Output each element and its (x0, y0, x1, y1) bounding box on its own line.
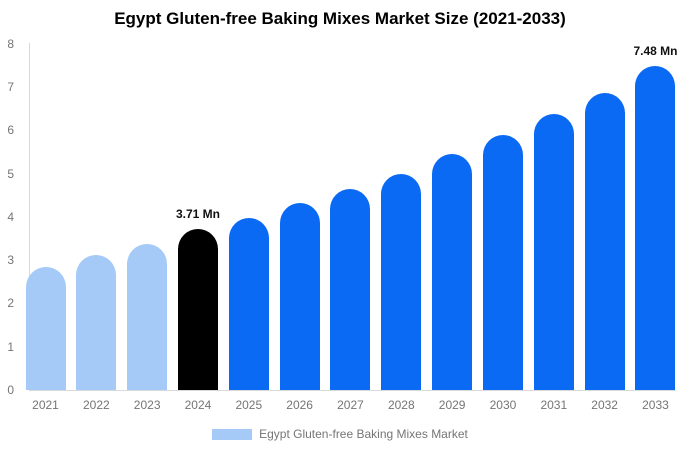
y-axis-tick-label: 0 (7, 383, 14, 397)
bar-2031 (533, 113, 574, 390)
x-axis-tick-label: 2033 (642, 398, 669, 412)
x-axis-tick-label: 2028 (387, 398, 415, 412)
bar-2033 (635, 66, 676, 390)
bar-2025 (228, 218, 269, 390)
x-axis-tick-label: 2024 (184, 398, 212, 412)
bar-2024 (177, 229, 218, 390)
y-axis-tick-label: 3 (7, 253, 14, 268)
x-axis-tick-label: 2030 (489, 398, 517, 412)
x-axis-tick-label: 2023 (133, 398, 161, 412)
bar-2029 (432, 154, 473, 390)
x-axis-tick-label: 2025 (235, 398, 263, 412)
y-axis-line (29, 43, 30, 390)
x-axis-tick-label: 2026 (286, 398, 313, 412)
bar-2021 (25, 266, 66, 390)
legend-label: Egypt Gluten-free Baking Mixes Market (259, 427, 468, 441)
y-axis-tick-label: 8 (7, 36, 14, 51)
bar-2028 (381, 173, 422, 390)
bar-2027 (330, 189, 371, 390)
y-axis-tick-label: 6 (7, 123, 14, 138)
y-axis-tick-label: 5 (7, 166, 14, 181)
x-axis-line (29, 390, 676, 391)
x-axis-tick-label: 2032 (591, 398, 618, 412)
x-axis-tick-label: 2022 (82, 398, 110, 412)
x-axis-tick-label: 2027 (337, 398, 364, 412)
legend-swatch (212, 428, 253, 440)
bar-2022 (76, 254, 117, 390)
x-axis-tick-label: 2021 (32, 398, 59, 412)
y-axis-tick-label: 4 (7, 209, 14, 224)
y-axis-tick-label: 2 (7, 296, 14, 311)
legend: Egypt Gluten-free Baking Mixes Market (0, 426, 680, 442)
bar-2023 (127, 243, 168, 390)
bar-2026 (279, 203, 320, 390)
x-axis-tick-label: 2029 (438, 398, 466, 412)
y-axis-tick-label: 1 (7, 339, 14, 354)
bar-value-label: 7.48 Mn (633, 44, 678, 59)
bar-2030 (482, 135, 523, 390)
y-axis-tick-label: 7 (7, 79, 14, 94)
chart-title: Egypt Gluten-free Baking Mixes Market Si… (114, 9, 566, 28)
x-axis-tick-label: 2031 (540, 398, 568, 412)
bar-value-label: 3.71 Mn (175, 207, 220, 222)
bar-2032 (584, 92, 625, 390)
